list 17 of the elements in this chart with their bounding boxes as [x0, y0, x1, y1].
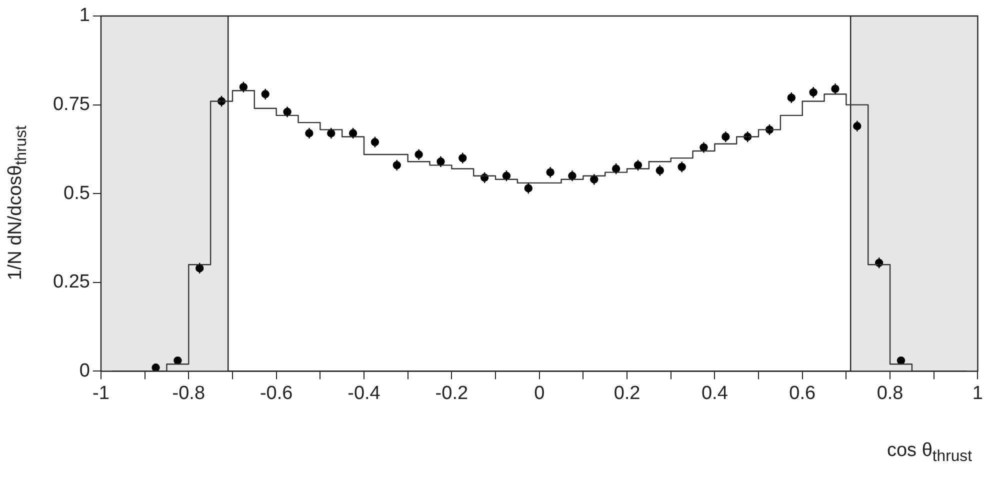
x-tick-label: 0.2	[614, 382, 640, 404]
x-tick-label: -0.6	[260, 382, 293, 404]
x-tick-label: -0.4	[348, 382, 381, 404]
y-tick-label: 1	[79, 5, 90, 26]
x-tick-label: -1	[92, 382, 110, 404]
y-tick-label: 0.5	[64, 182, 90, 204]
y-tick-label: 0.25	[52, 272, 90, 293]
x-tick-label: 0.6	[789, 382, 816, 404]
x-axis-title: cos θ$_{thrust}$	[886, 440, 972, 466]
x-tick-label: 0	[534, 382, 545, 404]
x-tick-label: -0.8	[172, 382, 206, 404]
x-tick-label: 0.4	[701, 382, 728, 404]
x-tick-label: 1	[972, 382, 984, 404]
x-tick-label: 0.8	[876, 382, 904, 404]
x-tick-label: -0.2	[435, 382, 468, 404]
y-tick-label: 0.75	[52, 94, 90, 116]
y-tick-label: 0	[79, 360, 90, 382]
